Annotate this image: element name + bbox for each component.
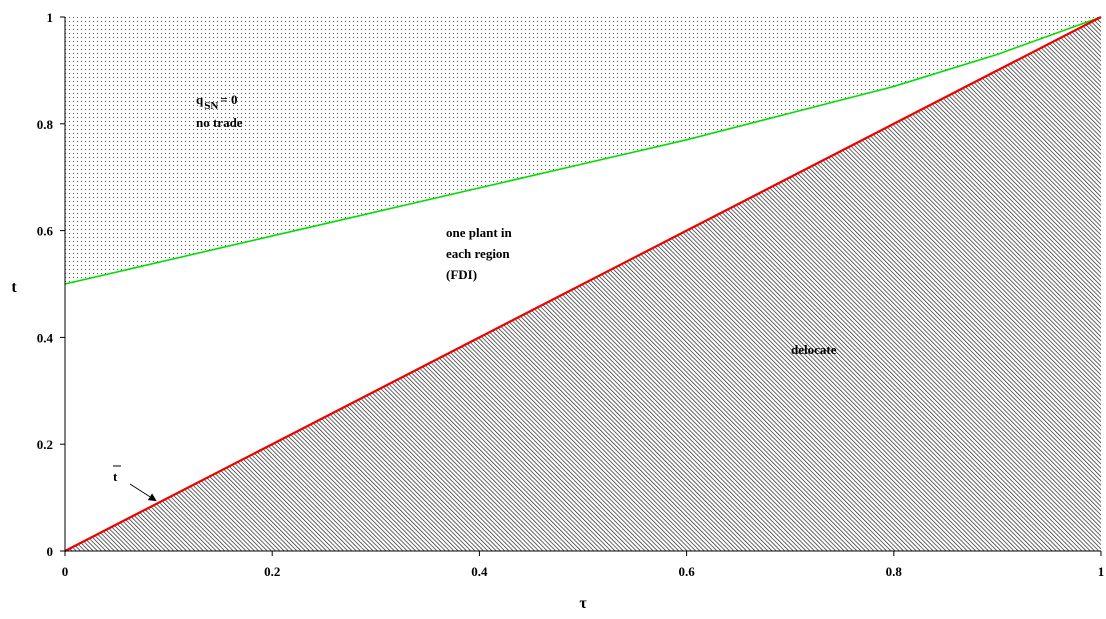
fdi-label-line1: one plant in: [446, 225, 513, 240]
q-symbol: q: [196, 92, 204, 107]
t-bar-arrow: [129, 483, 157, 502]
x-tick-label: 1: [1098, 564, 1105, 579]
y-tick-label: 0.2: [37, 437, 53, 452]
x-tick-label: 0.2: [264, 564, 280, 579]
series-line-green: [64, 16, 1102, 285]
delocate-label: delocate: [791, 342, 837, 357]
no-trade-label-line2: no trade: [196, 115, 243, 130]
y-tick-label: 1: [47, 10, 54, 25]
no-trade-label: qSN = 0: [196, 92, 237, 112]
y-axis-label: t: [11, 279, 17, 296]
no-trade-region: [65, 17, 1101, 284]
x-tick-label: 0.6: [678, 564, 695, 579]
q-subscript: SN: [204, 100, 218, 112]
y-tick-label: 0: [47, 544, 54, 559]
x-tick-label: 0.8: [886, 564, 903, 579]
x-tick-label: 0: [62, 564, 69, 579]
t-bar-label: t: [113, 469, 118, 484]
x-ticks: 0 0.2 0.4 0.6 0.8 1: [62, 551, 1105, 579]
y-ticks: 0 0.2 0.4 0.6 0.8 1: [37, 10, 65, 559]
y-tick-label: 0.8: [37, 117, 54, 132]
fdi-label-line3: (FDI): [446, 267, 477, 282]
fdi-label-line2: each region: [446, 246, 510, 261]
series-line-red: [64, 16, 1102, 552]
y-tick-label: 0.4: [37, 330, 54, 345]
x-axis-label: τ: [579, 595, 587, 612]
q-equals: = 0: [220, 92, 237, 107]
y-tick-label: 0.6: [37, 224, 54, 239]
x-tick-label: 0.4: [471, 564, 488, 579]
